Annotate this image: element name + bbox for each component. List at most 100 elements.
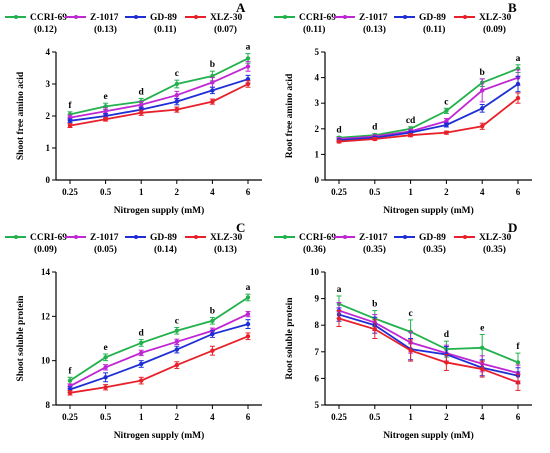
x-tick-label: 6 xyxy=(516,412,521,422)
data-point xyxy=(444,108,449,114)
series-line xyxy=(69,313,249,387)
significance-letter: cd xyxy=(406,116,416,126)
significance-letter: a xyxy=(246,283,251,293)
x-tick-label: 0.25 xyxy=(62,412,78,422)
legend-item: XLZ-30(0.09) xyxy=(454,13,511,35)
significance-letter: b xyxy=(480,68,485,78)
x-tick-label: 0.25 xyxy=(331,187,347,197)
x-tick-label: 4 xyxy=(210,412,215,422)
significance-letter: a xyxy=(246,43,251,53)
x-axis-label: Nitrogen supply (mM) xyxy=(383,430,474,441)
data-point xyxy=(444,118,449,124)
legend-label: GD-89 xyxy=(150,233,177,243)
y-tick-label: 3 xyxy=(46,79,51,89)
significance-letter: b xyxy=(210,60,215,70)
legend-marker xyxy=(74,235,78,239)
data-point xyxy=(103,375,108,380)
y-tick-label: 1 xyxy=(46,143,51,153)
legend-value: (0.36) xyxy=(303,244,326,255)
x-axis-label: Nitrogen supply (mM) xyxy=(114,205,205,216)
data-point xyxy=(210,318,215,323)
series-line xyxy=(338,83,519,142)
significance-letter: e xyxy=(480,324,484,334)
data-point xyxy=(245,334,251,339)
legend-marker xyxy=(283,15,287,19)
y-tick-label: 7 xyxy=(315,347,320,357)
series-line xyxy=(338,67,519,139)
legend-marker xyxy=(283,235,287,239)
significance-letter: c xyxy=(175,316,179,326)
data-point xyxy=(444,122,449,128)
data-point xyxy=(174,81,179,87)
legend-value: (0.35) xyxy=(483,244,506,255)
series-line xyxy=(338,97,519,143)
legend-item: GD-89(0.11) xyxy=(394,13,446,35)
y-tick-label: 4 xyxy=(46,47,51,57)
legend-value: (0.05) xyxy=(94,244,117,255)
data-point xyxy=(139,110,144,116)
data-point xyxy=(174,107,179,112)
significance-letter: b xyxy=(372,300,377,310)
legend-item: Z-1017(0.13) xyxy=(334,13,388,35)
data-point xyxy=(336,316,342,321)
panel-label: B xyxy=(508,0,517,15)
significance-letter: e xyxy=(103,343,107,353)
legend-label: Z-1017 xyxy=(90,13,119,23)
data-point xyxy=(139,340,144,346)
legend-marker xyxy=(403,15,407,19)
data-point xyxy=(372,136,377,142)
significance-letter: d xyxy=(372,123,378,133)
data-point xyxy=(139,102,144,108)
y-tick-label: 2 xyxy=(315,124,320,134)
data-point xyxy=(245,64,251,69)
y-tick-label: 8 xyxy=(315,320,320,330)
data-point xyxy=(103,117,108,122)
x-tick-label: 1 xyxy=(139,412,144,422)
chart-panel-b: 0 1 2 3 4 5 0.25 0.5 1 2 4 6 Nitrogen supply (mM) Roo… xyxy=(274,0,532,216)
data-point xyxy=(444,130,449,135)
significance-letter: d xyxy=(139,329,145,339)
series-line xyxy=(69,78,249,122)
x-tick-label: 1 xyxy=(139,187,144,197)
legend-marker xyxy=(74,15,78,19)
y-tick-label: 5 xyxy=(315,400,320,410)
legend-value: (0.13) xyxy=(363,24,386,35)
series-line xyxy=(69,323,249,391)
significance-letter: c xyxy=(175,69,179,79)
data-point xyxy=(67,118,73,124)
x-tick-label: 2 xyxy=(175,187,180,197)
data-point xyxy=(515,360,521,365)
legend-label: GD-89 xyxy=(150,13,177,23)
x-tick-label: 1 xyxy=(408,187,413,197)
y-tick-label: 9 xyxy=(315,294,320,304)
legend-value: (0.09) xyxy=(483,24,506,35)
significance-letter: c xyxy=(444,97,448,107)
data-point xyxy=(245,56,251,61)
y-tick-label: 1 xyxy=(315,149,320,159)
data-point xyxy=(480,124,485,129)
legend-marker xyxy=(14,235,18,239)
data-point xyxy=(174,362,179,368)
data-point xyxy=(174,347,179,352)
series-line xyxy=(338,309,519,374)
legend-label: XLZ-30 xyxy=(479,233,511,243)
series-z-1017 xyxy=(67,310,251,389)
x-tick-label: 4 xyxy=(480,412,485,422)
y-axis-label: Shoot free amino acid xyxy=(16,71,26,160)
x-tick-label: 2 xyxy=(175,412,180,422)
series-ccri-69 xyxy=(67,293,251,385)
legend-value: (0.12) xyxy=(34,24,57,35)
data-point xyxy=(515,380,521,385)
legend-label: GD-89 xyxy=(419,13,446,23)
data-point xyxy=(67,378,73,383)
legend-label: XLZ-30 xyxy=(479,13,511,23)
x-axis-label: Nitrogen supply (mM) xyxy=(383,205,474,216)
x-tick-label: 6 xyxy=(246,412,251,422)
chart-panel-d: 5 6 7 8 9 10 0.25 0.5 1 2 4 6 Nitrogen supply (mM) Ro… xyxy=(274,220,532,441)
legend-marker xyxy=(403,235,407,239)
x-axis-label: Nitrogen supply (mM) xyxy=(114,430,205,441)
series-line xyxy=(338,76,519,140)
legend-label: GD-89 xyxy=(419,233,446,243)
series-z-1017 xyxy=(336,69,521,142)
data-point xyxy=(174,99,179,104)
